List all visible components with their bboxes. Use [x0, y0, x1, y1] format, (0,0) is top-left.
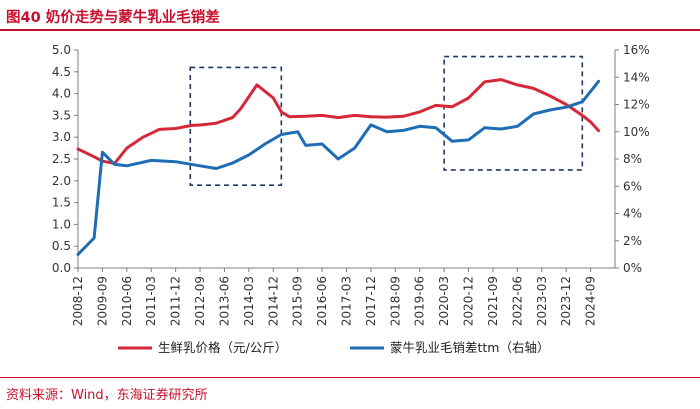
axes: 0.0 0.5 1.0 1.5 2.0 2.5 3.0 3.5 4.0 4.5 5.0 0% 2% 4% 6…	[52, 43, 650, 326]
left-tick-label: 4.5	[52, 65, 71, 79]
dashed-highlight-box	[443, 55, 584, 171]
right-tick-label: 10%	[623, 125, 650, 139]
x-tick-label: 2011-12	[169, 276, 183, 326]
left-tick-label: 4.0	[52, 87, 71, 101]
x-tick-label: 2021-09	[486, 276, 500, 326]
left-tick-label: 1.0	[52, 217, 71, 231]
x-tick-label: 2008-12	[71, 276, 85, 326]
x-tick-label: 2020-03	[437, 276, 451, 326]
legend-label: 生鲜乳价格（元/公斤）	[158, 340, 287, 355]
gross-margin-line	[76, 79, 601, 256]
right-tick-label: 2%	[623, 234, 642, 248]
x-tick-label: 2013-06	[217, 276, 231, 326]
left-tick-label: 0.5	[52, 239, 71, 253]
x-tick-label: 2015-09	[291, 276, 305, 326]
title-divider	[0, 29, 700, 31]
x-tick-label: 2023-03	[535, 276, 549, 326]
annotation-boxes	[189, 55, 584, 186]
x-tick-label: 2019-06	[413, 276, 427, 326]
right-tick-label: 4%	[623, 207, 642, 221]
milk-price-line	[76, 78, 601, 165]
left-tick-label: 2.5	[52, 152, 71, 166]
legend-label: 蒙牛乳业毛销差ttm（右轴）	[390, 340, 549, 355]
right-tick-label: 0%	[623, 261, 642, 275]
x-tick-label: 2017-12	[364, 276, 378, 326]
right-tick-label: 16%	[623, 43, 650, 57]
x-tick-label: 2012-09	[193, 276, 207, 326]
dashed-highlight-box	[189, 66, 283, 186]
source-divider	[0, 377, 700, 378]
x-tick-label: 2014-03	[242, 276, 256, 326]
x-tick-label: 2010-06	[120, 276, 134, 326]
right-tick-label: 6%	[623, 179, 642, 193]
right-tick-label: 12%	[623, 98, 650, 112]
x-tick-label: 2018-09	[388, 276, 402, 326]
line-chart: 0.0 0.5 1.0 1.5 2.0 2.5 3.0 3.5 4.0 4.5 5.0 0% 2% 4% 6…	[52, 43, 650, 355]
legend: 生鲜乳价格（元/公斤） 蒙牛乳业毛销差ttm（右轴）	[118, 340, 549, 355]
x-tick-label: 2016-06	[315, 276, 329, 326]
left-tick-label: 0.0	[52, 261, 71, 275]
x-tick-label: 2017-03	[340, 276, 354, 326]
left-tick-label: 3.0	[52, 130, 71, 144]
x-tick-label: 2020-12	[462, 276, 476, 326]
left-tick-label: 5.0	[52, 43, 71, 57]
x-tick-label: 2011-03	[144, 276, 158, 326]
series-lines	[76, 78, 601, 256]
x-tick-label: 2014-12	[266, 276, 280, 326]
right-tick-label: 8%	[623, 152, 642, 166]
x-tick-label: 2023-12	[559, 276, 573, 326]
x-tick-label: 2009-09	[95, 276, 109, 326]
left-tick-label: 3.5	[52, 108, 71, 122]
source-note: 资料来源：Wind，东海证券研究所	[6, 388, 208, 403]
x-tick-label: 2024-09	[584, 276, 598, 326]
figure-title: 图40 奶价走势与蒙牛乳业毛销差	[6, 10, 220, 26]
left-tick-label: 2.0	[52, 174, 71, 188]
x-tick-label: 2022-06	[510, 276, 524, 326]
left-tick-label: 1.5	[52, 196, 71, 210]
right-tick-label: 14%	[623, 70, 650, 84]
